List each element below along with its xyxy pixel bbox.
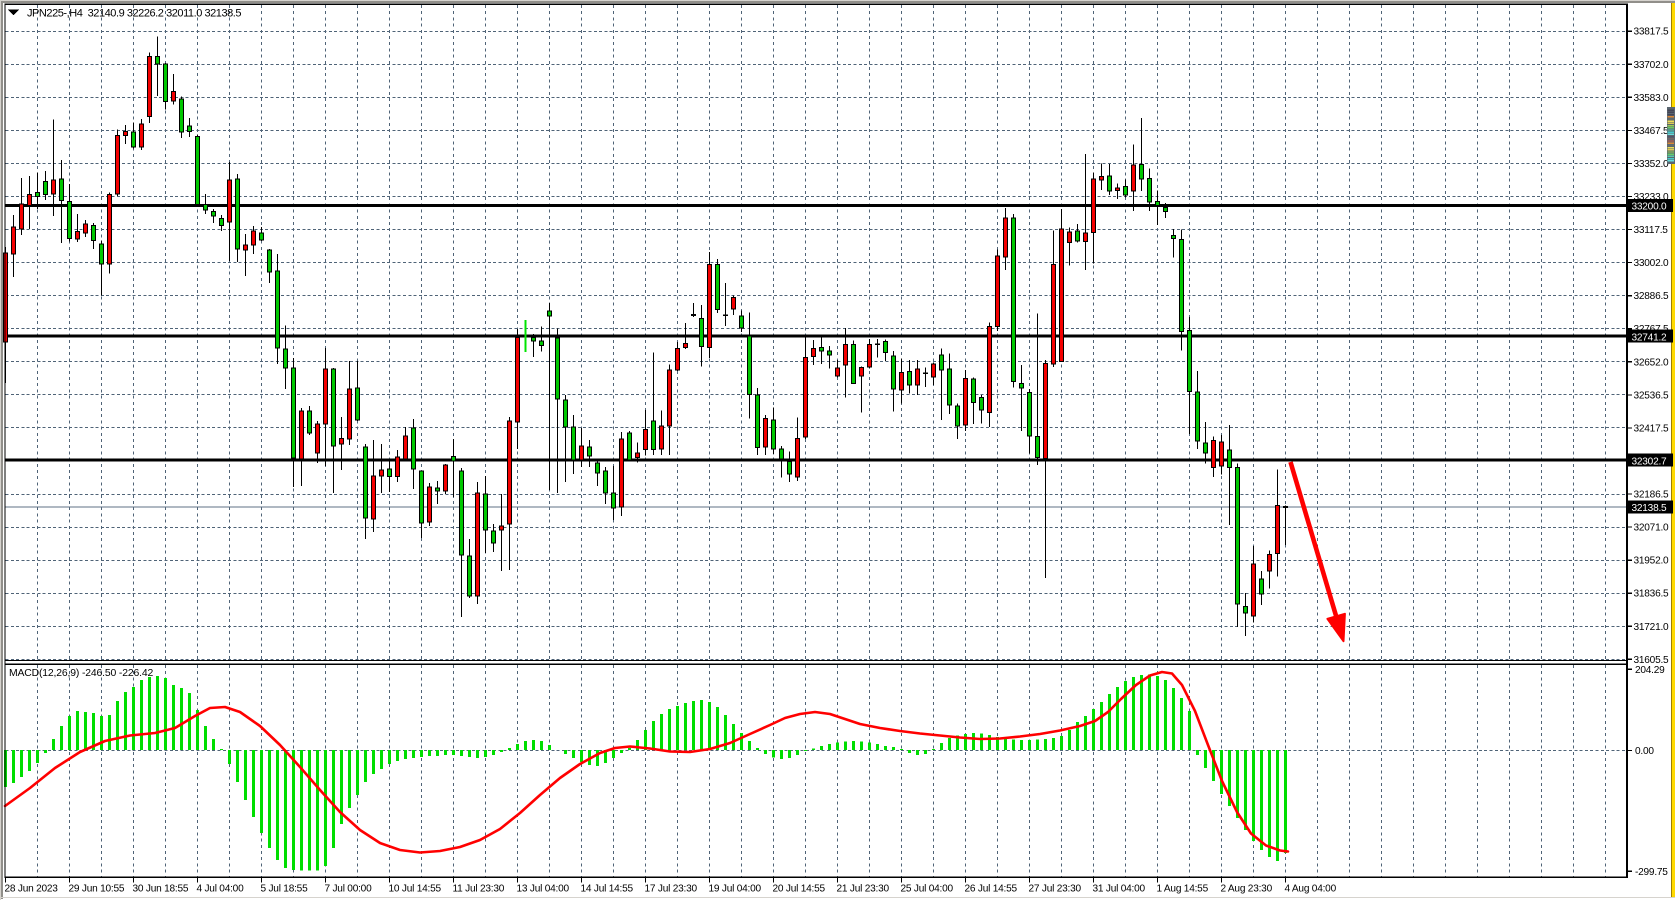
- svg-text:33702.0: 33702.0: [1634, 60, 1670, 71]
- svg-text:26 Jul 14:55: 26 Jul 14:55: [965, 884, 1018, 895]
- svg-text:31 Jul 04:00: 31 Jul 04:00: [1093, 884, 1146, 895]
- svg-text:10 Jul 14:55: 10 Jul 14:55: [389, 884, 442, 895]
- svg-text:0.00: 0.00: [1635, 746, 1654, 757]
- svg-text:MACD(12,26,9) -246.50 -226.42: MACD(12,26,9) -246.50 -226.42: [9, 668, 153, 679]
- svg-text:32886.5: 32886.5: [1634, 291, 1670, 302]
- svg-text:2 Aug 23:30: 2 Aug 23:30: [1221, 884, 1273, 895]
- svg-text:29 Jun 10:55: 29 Jun 10:55: [69, 884, 125, 895]
- svg-text:204.29: 204.29: [1635, 665, 1665, 676]
- svg-text:31836.5: 31836.5: [1634, 589, 1670, 600]
- svg-text:-299.75: -299.75: [1635, 867, 1668, 878]
- svg-text:11 Jul 23:30: 11 Jul 23:30: [453, 884, 505, 895]
- svg-text:32071.0: 32071.0: [1634, 523, 1670, 534]
- svg-text:31605.5: 31605.5: [1634, 655, 1670, 666]
- svg-text:33352.0: 33352.0: [1634, 159, 1670, 170]
- svg-text:28 Jun 2023: 28 Jun 2023: [5, 884, 59, 895]
- svg-text:4 Aug 04:00: 4 Aug 04:00: [1285, 884, 1337, 895]
- svg-text:33467.5: 33467.5: [1634, 126, 1670, 137]
- svg-text:31721.0: 31721.0: [1634, 622, 1670, 633]
- svg-text:32302.7: 32302.7: [1632, 456, 1668, 467]
- svg-text:32186.5: 32186.5: [1634, 490, 1670, 501]
- svg-text:1 Aug 14:55: 1 Aug 14:55: [1157, 884, 1209, 895]
- svg-text:32536.5: 32536.5: [1634, 390, 1670, 401]
- svg-text:32652.0: 32652.0: [1634, 357, 1670, 368]
- svg-text:21 Jul 23:30: 21 Jul 23:30: [837, 884, 890, 895]
- svg-text:30 Jun 18:55: 30 Jun 18:55: [133, 884, 189, 895]
- svg-text:13 Jul 04:00: 13 Jul 04:00: [517, 884, 570, 895]
- svg-text:32417.5: 32417.5: [1634, 423, 1670, 434]
- svg-text:4 Jul 04:00: 4 Jul 04:00: [197, 884, 245, 895]
- svg-text:33583.0: 33583.0: [1634, 93, 1670, 104]
- svg-text:33200.0: 33200.0: [1632, 202, 1668, 213]
- svg-text:20 Jul 14:55: 20 Jul 14:55: [773, 884, 826, 895]
- svg-text:7 Jul 00:00: 7 Jul 00:00: [325, 884, 373, 895]
- svg-text:19 Jul 04:00: 19 Jul 04:00: [709, 884, 762, 895]
- svg-text:17 Jul 23:30: 17 Jul 23:30: [645, 884, 698, 895]
- svg-text:32138.5: 32138.5: [1632, 503, 1668, 514]
- svg-text:33117.5: 33117.5: [1634, 225, 1669, 236]
- svg-text:5 Jul 18:55: 5 Jul 18:55: [261, 884, 309, 895]
- svg-text:33817.5: 33817.5: [1634, 27, 1670, 38]
- svg-text:31952.0: 31952.0: [1634, 556, 1670, 567]
- svg-text:32741.2: 32741.2: [1632, 332, 1668, 343]
- svg-text:27 Jul 23:30: 27 Jul 23:30: [1029, 884, 1082, 895]
- svg-text:JPN225-,H4 32140.9 32226.2 32: JPN225-,H4 32140.9 32226.2 32011.0 32138…: [27, 8, 241, 20]
- svg-text:14 Jul 14:55: 14 Jul 14:55: [581, 884, 634, 895]
- svg-text:33233.0: 33233.0: [1634, 192, 1670, 203]
- svg-text:25 Jul 04:00: 25 Jul 04:00: [901, 884, 954, 895]
- svg-text:33002.0: 33002.0: [1634, 258, 1670, 269]
